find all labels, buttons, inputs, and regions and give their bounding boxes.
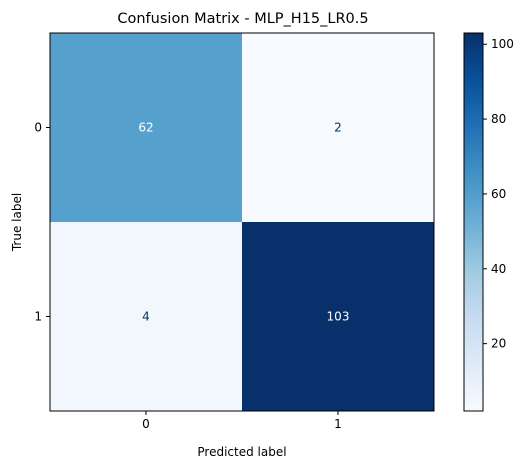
colorbar-tick-label-3: 80 <box>491 112 506 126</box>
cell-value-label-0-1: 2 <box>334 121 342 135</box>
y-tick-label-1: 1 <box>34 310 42 324</box>
colorbar-tick-label-2: 60 <box>491 187 506 201</box>
heatmap-cell-1-1 <box>242 222 434 411</box>
plot-frame <box>49 32 435 412</box>
heatmap-cells <box>50 33 434 411</box>
colorbar <box>463 32 484 412</box>
colorbar-tick-label-1: 40 <box>491 262 506 276</box>
cell-value-label-1-0: 4 <box>142 310 150 324</box>
y-axis-ticks: 01 <box>34 121 50 324</box>
cell-value-label-1-1: 103 <box>327 310 350 324</box>
y-tick-label-0: 0 <box>34 121 42 135</box>
x-axis-label: Predicted label <box>197 445 286 459</box>
heatmap-cell-labels: 62 2 4 103 <box>138 121 349 324</box>
colorbar-tick-label-4: 100 <box>491 37 514 51</box>
x-tick-label-1: 1 <box>334 417 342 431</box>
cell-value-label-0-0: 62 <box>138 121 153 135</box>
heatmap-cell-0-1 <box>242 33 434 222</box>
chart-title: Confusion Matrix - MLP_H15_LR0.5 <box>117 11 368 27</box>
heatmap-cell-1-0 <box>50 222 242 411</box>
heatmap-cell-0-0 <box>50 33 242 222</box>
y-axis-label: True label <box>10 193 24 252</box>
x-tick-label-0: 0 <box>142 417 150 431</box>
colorbar-ticks: 20 40 60 80 100 <box>483 37 514 351</box>
colorbar-tick-label-0: 20 <box>491 337 506 351</box>
